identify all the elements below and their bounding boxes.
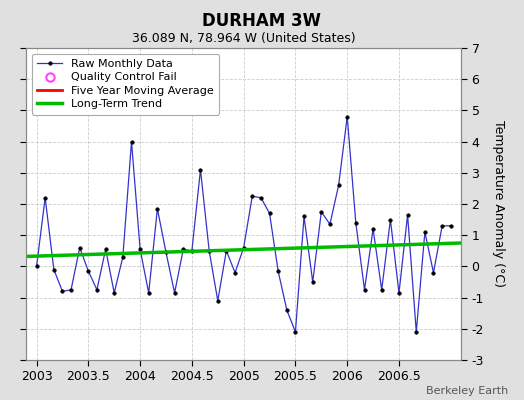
Raw Monthly Data	[189, 248, 195, 253]
Raw Monthly Data	[396, 290, 402, 295]
Raw Monthly Data	[370, 226, 376, 231]
Raw Monthly Data	[353, 220, 359, 225]
Raw Monthly Data	[387, 217, 394, 222]
Raw Monthly Data	[344, 114, 351, 119]
Raw Monthly Data	[362, 287, 368, 292]
Text: Berkeley Earth: Berkeley Earth	[426, 386, 508, 396]
Raw Monthly Data	[275, 269, 281, 274]
Raw Monthly Data	[34, 264, 40, 269]
Raw Monthly Data	[42, 195, 48, 200]
Raw Monthly Data	[77, 245, 83, 250]
Raw Monthly Data	[137, 247, 143, 252]
Legend: Raw Monthly Data, Quality Control Fail, Five Year Moving Average, Long-Term Tren: Raw Monthly Data, Quality Control Fail, …	[32, 54, 219, 115]
Raw Monthly Data	[215, 298, 221, 303]
Raw Monthly Data	[335, 183, 342, 188]
Raw Monthly Data	[310, 280, 316, 284]
Raw Monthly Data	[154, 206, 160, 211]
Raw Monthly Data	[94, 287, 100, 292]
Raw Monthly Data	[378, 287, 385, 292]
Raw Monthly Data	[51, 267, 57, 272]
Y-axis label: Temperature Anomaly (°C): Temperature Anomaly (°C)	[492, 120, 505, 288]
Raw Monthly Data	[59, 289, 66, 294]
Title: 36.089 N, 78.964 W (United States): 36.089 N, 78.964 W (United States)	[132, 32, 355, 46]
Raw Monthly Data	[111, 290, 117, 295]
Raw Monthly Data	[128, 139, 135, 144]
Raw Monthly Data	[85, 269, 92, 274]
Raw Monthly Data	[198, 167, 204, 172]
Raw Monthly Data	[301, 214, 307, 219]
Text: DURHAM 3W: DURHAM 3W	[202, 12, 322, 30]
Raw Monthly Data	[103, 247, 109, 252]
Raw Monthly Data	[171, 290, 178, 295]
Line: Raw Monthly Data: Raw Monthly Data	[35, 115, 453, 334]
Raw Monthly Data	[405, 212, 411, 217]
Raw Monthly Data	[327, 222, 333, 227]
Raw Monthly Data	[180, 247, 187, 252]
Raw Monthly Data	[413, 330, 419, 334]
Raw Monthly Data	[439, 224, 445, 228]
Raw Monthly Data	[68, 287, 74, 292]
Raw Monthly Data	[146, 290, 152, 295]
Raw Monthly Data	[241, 245, 247, 250]
Raw Monthly Data	[249, 194, 255, 198]
Raw Monthly Data	[223, 248, 230, 253]
Raw Monthly Data	[163, 250, 169, 255]
Raw Monthly Data	[430, 270, 436, 275]
Raw Monthly Data	[422, 230, 428, 234]
Raw Monthly Data	[119, 255, 126, 260]
Raw Monthly Data	[292, 330, 299, 334]
Raw Monthly Data	[206, 248, 212, 253]
Raw Monthly Data	[283, 308, 290, 312]
Raw Monthly Data	[258, 195, 264, 200]
Raw Monthly Data	[232, 270, 238, 275]
Raw Monthly Data	[318, 210, 324, 214]
Raw Monthly Data	[266, 211, 272, 216]
Raw Monthly Data	[447, 224, 454, 228]
